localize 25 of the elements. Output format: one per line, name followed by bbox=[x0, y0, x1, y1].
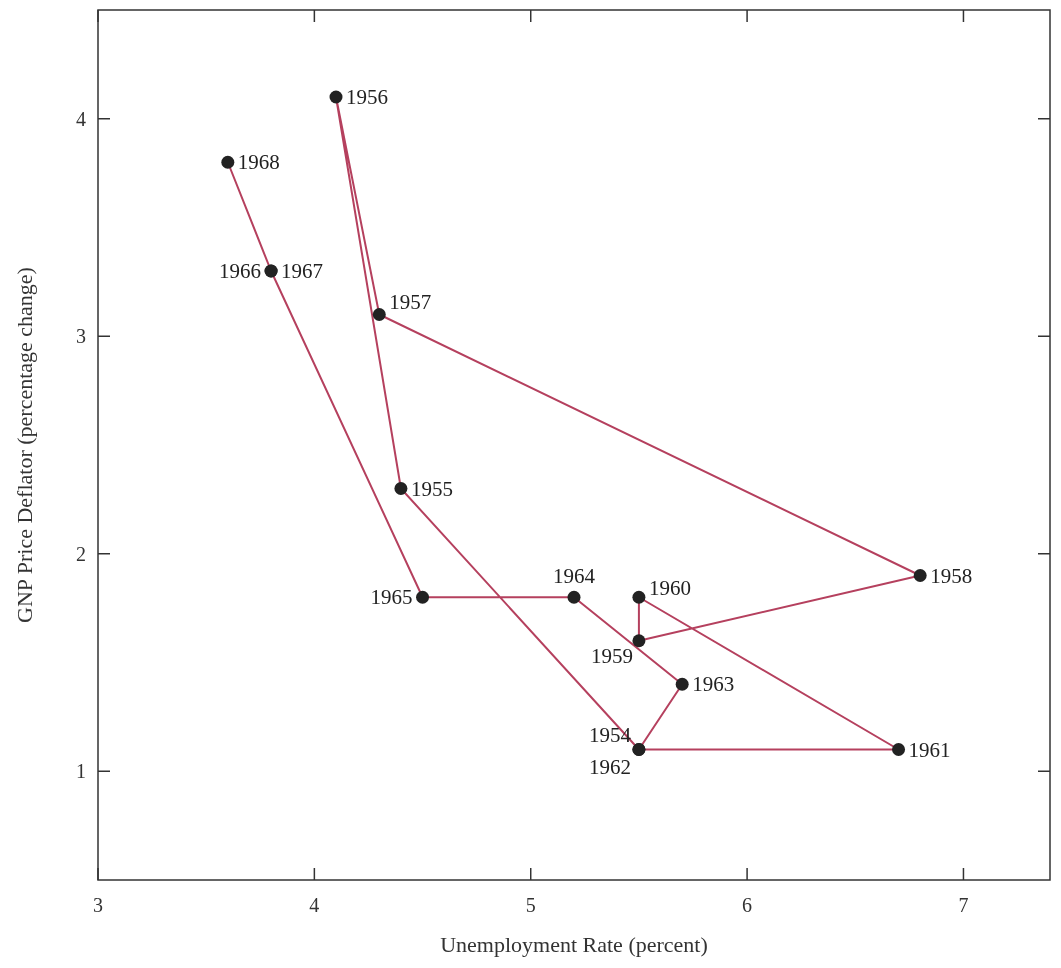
annotation: 1968 bbox=[237, 150, 280, 175]
annotation: 1958 bbox=[930, 563, 973, 588]
annotation: 1964 bbox=[553, 564, 596, 589]
x-tick-label: 3 bbox=[93, 894, 103, 916]
annotation: 1966 bbox=[219, 259, 262, 283]
annotation: 1960 bbox=[648, 576, 691, 601]
annotation: 1963 bbox=[692, 672, 735, 697]
annotation: 1962 bbox=[588, 754, 631, 779]
annotation: 1961 bbox=[908, 737, 951, 762]
y-tick-label: 1 bbox=[76, 760, 86, 783]
annotation: 1957 bbox=[389, 289, 432, 314]
x-tick-label: 7 bbox=[958, 894, 969, 916]
y-tick-label: 3 bbox=[76, 325, 86, 348]
y-tick-label: 4 bbox=[76, 107, 86, 130]
x-tick-label: 6 bbox=[742, 894, 753, 916]
x-axis-title: Unemployment Rate (percent) bbox=[440, 932, 708, 957]
annotation: 1959 bbox=[590, 643, 633, 668]
annotation: 1956 bbox=[346, 85, 388, 109]
annotation: 1955 bbox=[410, 476, 453, 501]
annotation: 1965 bbox=[370, 585, 413, 610]
x-tick-label: 4 bbox=[309, 894, 320, 916]
y-tick-label: 2 bbox=[76, 542, 86, 565]
annotation: 1967 bbox=[281, 259, 324, 283]
x-tick-label: 5 bbox=[525, 894, 536, 916]
y-axis-title: GNP Price Deflator (percentage change) bbox=[12, 267, 37, 623]
